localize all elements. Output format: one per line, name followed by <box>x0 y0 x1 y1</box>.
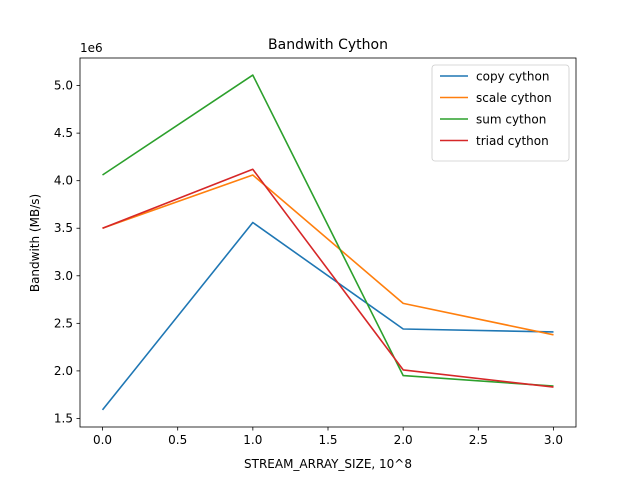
x-tick-label: 1.5 <box>318 433 337 447</box>
x-tick-label: 2.5 <box>469 433 488 447</box>
legend-label-2: sum cython <box>476 113 546 127</box>
series-line-1 <box>102 174 554 336</box>
legend-label-3: triad cython <box>476 134 549 148</box>
x-tick-label: 3.0 <box>544 433 563 447</box>
y-tick-label: 4.0 <box>54 174 73 188</box>
legend-label-1: scale cython <box>476 91 552 105</box>
y-tick-label: 2.0 <box>54 364 73 378</box>
legend-box <box>431 64 570 162</box>
y-tick-label: 5.0 <box>54 79 73 93</box>
series-line-3 <box>102 168 554 388</box>
y-tick-label: 3.0 <box>54 269 73 283</box>
series-line-0 <box>101 221 554 411</box>
y-tick-label: 1.5 <box>54 411 73 425</box>
x-tick-label: 2.0 <box>394 433 413 447</box>
y-tick-label: 2.5 <box>54 316 73 330</box>
x-tick-label: 0.5 <box>168 433 187 447</box>
x-tick-label: 0.0 <box>93 433 112 447</box>
y-offset-label: 1e6 <box>80 41 103 55</box>
y-axis-label: Bandwith (MB/s) <box>28 194 42 292</box>
chart-title: Bandwith Cython <box>268 37 388 53</box>
x-axis-label: STREAM_ARRAY_SIZE, 10^8 <box>244 457 412 471</box>
legend-label-0: copy cython <box>476 70 549 84</box>
axes-layer: 0.0 0.5 1.0 1.5 2.0 2.5 3.0 1.5 2.0 2.5 3.0 3.5 4.0 4… <box>54 57 577 447</box>
series-layer <box>101 74 554 411</box>
series-line-2 <box>102 74 554 387</box>
x-tick-label: 1.0 <box>243 433 262 447</box>
legend: copy cython scale cython sum cython triad c… <box>431 64 570 162</box>
y-tick-label: 4.5 <box>54 126 73 140</box>
y-tick-label: 3.5 <box>54 221 73 235</box>
